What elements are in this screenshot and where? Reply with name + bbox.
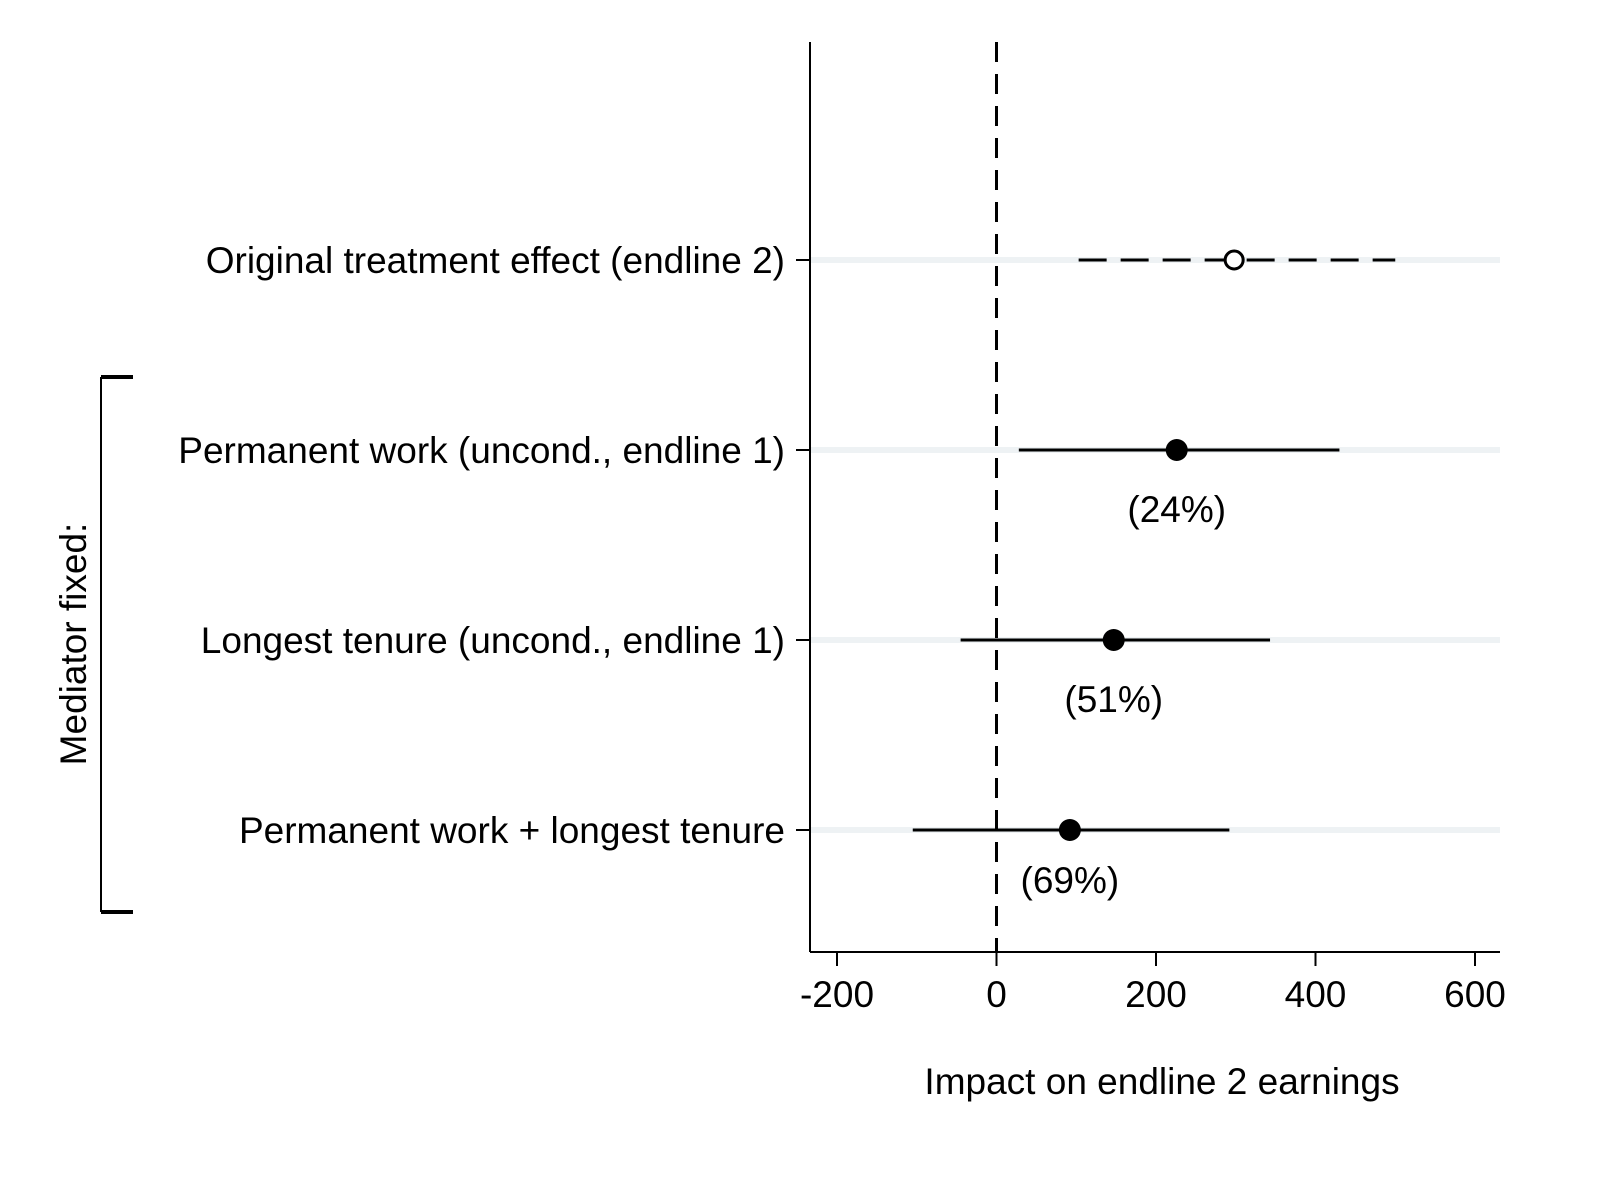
- x-axis-ticks: -200 0 200 400 600: [800, 952, 1506, 1015]
- group-bracket: [100, 375, 133, 914]
- share-explained-label: (69%): [1021, 860, 1120, 901]
- x-tick-label: 600: [1444, 974, 1506, 1015]
- x-tick-label: 400: [1285, 974, 1347, 1015]
- row-label: Original treatment effect (endline 2): [206, 240, 785, 281]
- point-estimate-marker: [1223, 249, 1245, 271]
- x-axis-title: Impact on endline 2 earnings: [924, 1061, 1399, 1102]
- point-estimate-marker: [1165, 439, 1188, 461]
- share-explained-label: (24%): [1127, 489, 1226, 530]
- x-tick-label: 200: [1125, 974, 1187, 1015]
- row-label: Permanent work + longest tenure: [239, 810, 785, 851]
- row-label: Longest tenure (uncond., endline 1): [201, 620, 785, 661]
- row-label: Permanent work (uncond., endline 1): [178, 430, 785, 471]
- share-explained-label: (51%): [1064, 679, 1163, 720]
- x-tick-label: -200: [800, 974, 874, 1015]
- point-estimate-marker: [1102, 629, 1125, 651]
- group-bracket-label: Mediator fixed:: [53, 523, 94, 766]
- x-tick-label: 0: [986, 974, 1007, 1015]
- row-bands: [810, 257, 1500, 833]
- plot-rows: Original treatment effect (endline 2) Per…: [178, 240, 1396, 901]
- point-estimate-marker: [1058, 819, 1081, 841]
